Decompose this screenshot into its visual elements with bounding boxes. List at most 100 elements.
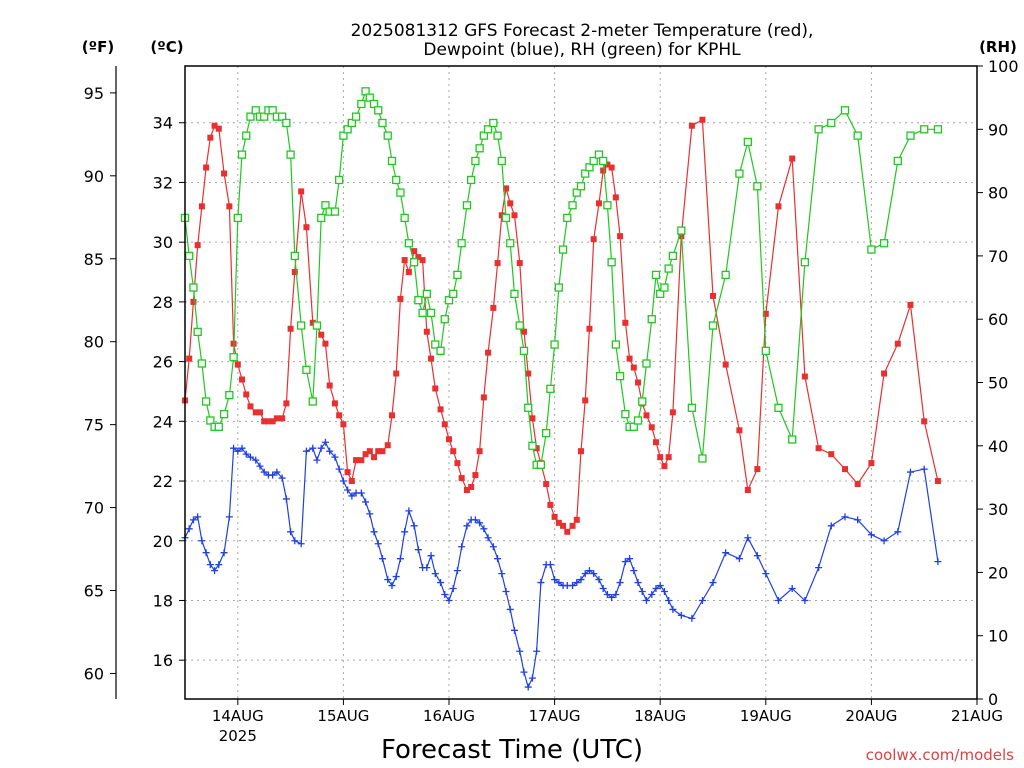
dewpoint-point [388,582,396,590]
rh-point [554,283,563,292]
rh-point [515,321,524,330]
dewpoint-point [437,579,445,587]
rh-point [383,131,392,140]
watermark: coolwx.com/models [866,746,1014,764]
temperature-point [582,397,589,404]
rh-point [321,201,330,210]
rh-point [647,315,656,324]
rh-point [374,106,383,115]
x-axis-title: Forecast Time (UTC) [381,735,643,765]
dewpoint-point [242,450,250,458]
celsius-tick-label: 16 [153,651,173,670]
dewpoint-point [638,588,646,596]
temperature-point [815,445,822,452]
temperature-point [379,448,386,455]
temperature-point [699,116,706,123]
dewpoint-point [546,561,554,569]
rh-tick-label: 50 [988,374,1008,393]
temperature-point [762,310,769,317]
dewpoint-point [370,528,378,536]
rh-point [581,169,590,178]
dewpoint-point [698,596,706,604]
temperature-point [186,355,193,362]
dewpoint-point [401,528,409,536]
rh-point [335,175,344,185]
rh-point [651,270,661,280]
dewpoint-point [648,590,656,598]
dewpoint-point [260,468,268,476]
temperature-point [401,257,408,264]
rh-point [453,270,462,280]
temperature-point [384,442,391,449]
celsius-units-label: (ºC) [150,38,183,56]
fahrenheit-tick-label: 75 [84,416,104,435]
dewpoint-point [202,549,210,557]
dewpoint-point [599,585,607,593]
rh-point [827,118,836,128]
rh-point [638,397,647,406]
dewpoint-point [762,570,770,578]
temperature-point [415,254,422,261]
fahrenheit-tick-label: 70 [84,499,104,518]
temperature-point [303,224,310,231]
temperature-point [291,269,298,276]
temperature-point [555,519,562,526]
dewpoint-point [317,444,325,452]
dewpoint-point [194,513,202,521]
temperature-point [630,364,637,371]
dewpoint-point [634,579,642,587]
temperature-point [437,406,444,413]
temperature-point [388,412,395,419]
dewpoint-point [246,453,254,461]
rh-point [214,422,223,431]
rh-point [735,169,744,178]
rh-point [246,112,255,121]
dewpoint-point [920,465,928,473]
temperature-point [881,370,888,377]
temperature-point [226,203,233,210]
rh-tick-label: 70 [988,247,1008,266]
dewpoint-point [344,486,352,494]
rh-point [404,239,414,248]
chart-title-line2: Dewpoint (blue), RH (green) for KPHL [423,40,741,60]
dewpoint-point [287,528,295,536]
rh-point [206,416,215,425]
dewpoint-point [269,471,277,479]
temperature-point [336,412,343,419]
rh-point [761,346,770,356]
rh-point [774,403,783,412]
dewpoint-point [357,489,365,497]
rh-tick-label: 90 [988,120,1008,139]
dewpoint-point [321,438,329,446]
rh-tick-label: 20 [988,563,1008,582]
dewpoint-point [677,611,685,619]
rh-tick-label: 40 [988,437,1008,456]
temperature-point [622,319,629,326]
rh-point [339,131,348,140]
temperature-point [472,472,479,479]
fahrenheit-tick-label: 90 [84,167,104,186]
dewpoint-point [894,528,902,536]
rh-point [633,416,643,425]
rh-point [400,213,409,223]
rh-point [361,87,370,96]
rh-point [743,137,752,147]
temperature-point [617,233,624,240]
temperature-point [754,466,761,473]
dewpoint-point [423,564,431,572]
dewpoint-point [366,510,374,518]
dewpoint-point [569,582,577,590]
x-tick-label: 15AUG [317,707,369,725]
dewpoint-point [827,522,835,530]
dewpoint-point [533,647,541,655]
fahrenheit-units-label: (ºF) [82,38,114,56]
rh-point [233,213,242,223]
rh-point [510,289,519,299]
dewpoint-point [220,549,228,557]
dewpoint-point [238,444,246,452]
rh-point [493,131,502,140]
x-tick-label: 16AUG [423,707,475,725]
temperature-point [198,203,205,210]
dewpoint-point [612,590,620,598]
dewpoint-point [608,593,616,601]
